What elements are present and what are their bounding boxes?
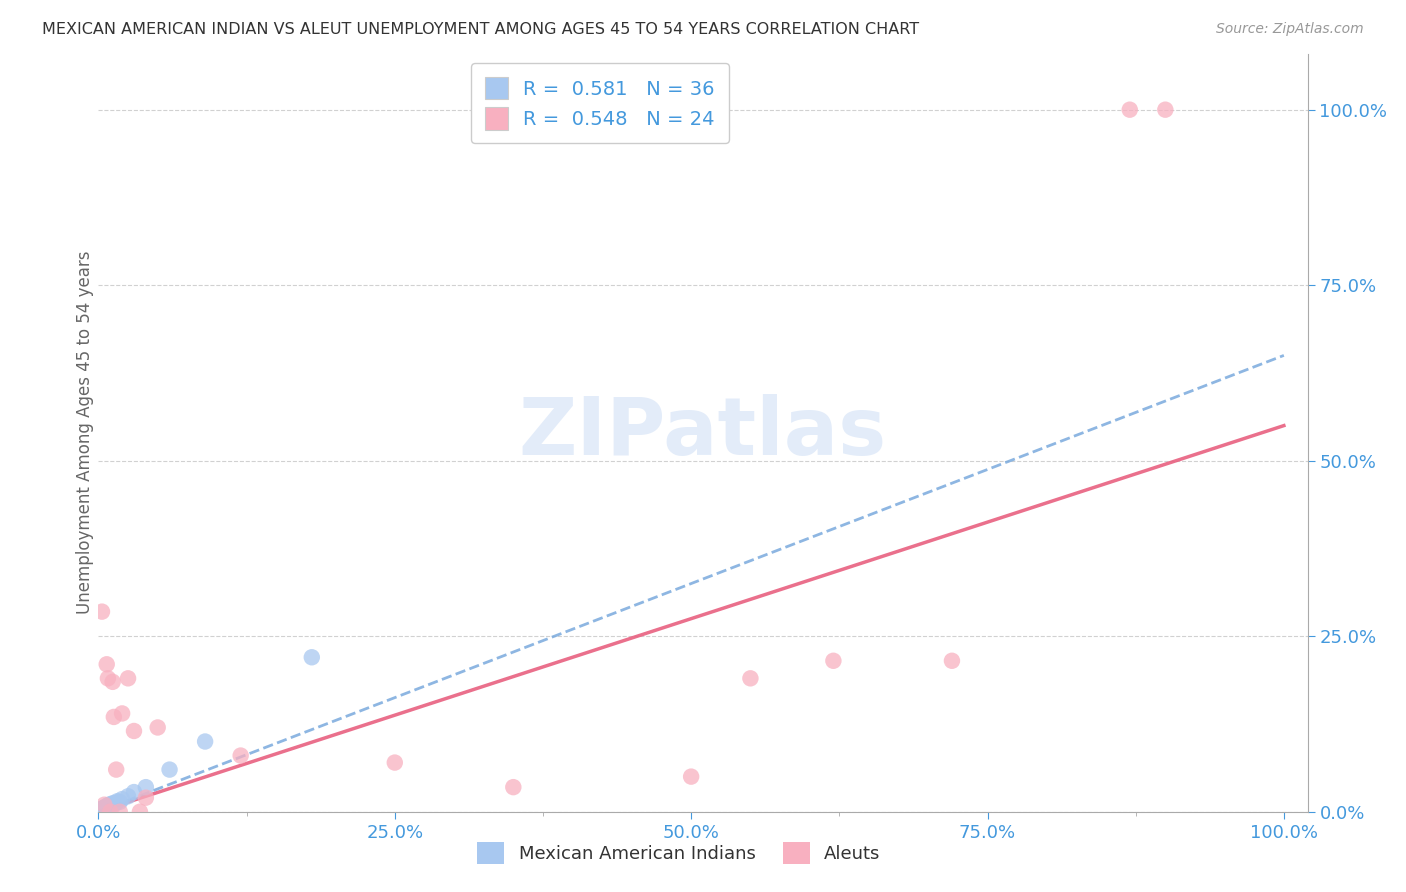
- Point: [93, 803, 115, 817]
- Point: [91, 803, 114, 817]
- Point: [91, 605, 114, 619]
- Point: [122, 723, 145, 738]
- Point: [93, 797, 115, 812]
- Point: [98, 797, 121, 812]
- Point: [384, 756, 406, 770]
- Point: [1119, 103, 1142, 117]
- Text: ZIPatlas: ZIPatlas: [519, 393, 887, 472]
- Point: [96, 657, 118, 672]
- Point: [101, 674, 124, 689]
- Point: [108, 795, 131, 809]
- Point: [89, 803, 111, 817]
- Point: [301, 650, 323, 665]
- Point: [101, 797, 124, 811]
- Point: [1154, 103, 1177, 117]
- Text: MEXICAN AMERICAN INDIAN VS ALEUT UNEMPLOYMENT AMONG AGES 45 TO 54 YEARS CORRELAT: MEXICAN AMERICAN INDIAN VS ALEUT UNEMPLO…: [42, 22, 920, 37]
- Point: [129, 805, 152, 819]
- Point: [135, 790, 157, 805]
- Point: [90, 803, 112, 817]
- Point: [103, 797, 125, 812]
- Point: [90, 803, 112, 817]
- Point: [98, 798, 121, 813]
- Point: [681, 770, 703, 784]
- Point: [91, 803, 114, 817]
- Point: [117, 671, 139, 685]
- Point: [146, 721, 169, 735]
- Point: [98, 805, 121, 819]
- Point: [93, 802, 115, 816]
- Point: [91, 803, 114, 817]
- Point: [105, 796, 128, 810]
- Point: [111, 792, 134, 806]
- Point: [122, 785, 145, 799]
- Point: [89, 804, 111, 818]
- Point: [90, 804, 112, 818]
- Point: [96, 799, 118, 814]
- Point: [100, 797, 122, 811]
- Point: [117, 789, 139, 804]
- Text: Source: ZipAtlas.com: Source: ZipAtlas.com: [1216, 22, 1364, 37]
- Point: [97, 799, 120, 814]
- Legend: Mexican American Indians, Aleuts: Mexican American Indians, Aleuts: [470, 834, 887, 871]
- Point: [96, 800, 118, 814]
- Point: [135, 780, 157, 794]
- Point: [105, 794, 128, 808]
- Point: [98, 799, 121, 814]
- Point: [91, 801, 114, 815]
- Point: [91, 802, 114, 816]
- Point: [93, 800, 115, 814]
- Point: [108, 805, 131, 819]
- Point: [105, 763, 128, 777]
- Point: [91, 802, 114, 816]
- Y-axis label: Unemployment Among Ages 45 to 54 years: Unemployment Among Ages 45 to 54 years: [76, 251, 94, 615]
- Point: [97, 671, 120, 685]
- Point: [111, 706, 134, 721]
- Point: [740, 671, 762, 685]
- Point: [94, 799, 117, 814]
- Point: [94, 801, 117, 815]
- Point: [502, 780, 524, 794]
- Point: [941, 654, 963, 668]
- Point: [194, 734, 217, 748]
- Point: [159, 763, 181, 777]
- Point: [103, 710, 125, 724]
- Point: [97, 798, 120, 813]
- Point: [823, 654, 845, 668]
- Point: [229, 748, 252, 763]
